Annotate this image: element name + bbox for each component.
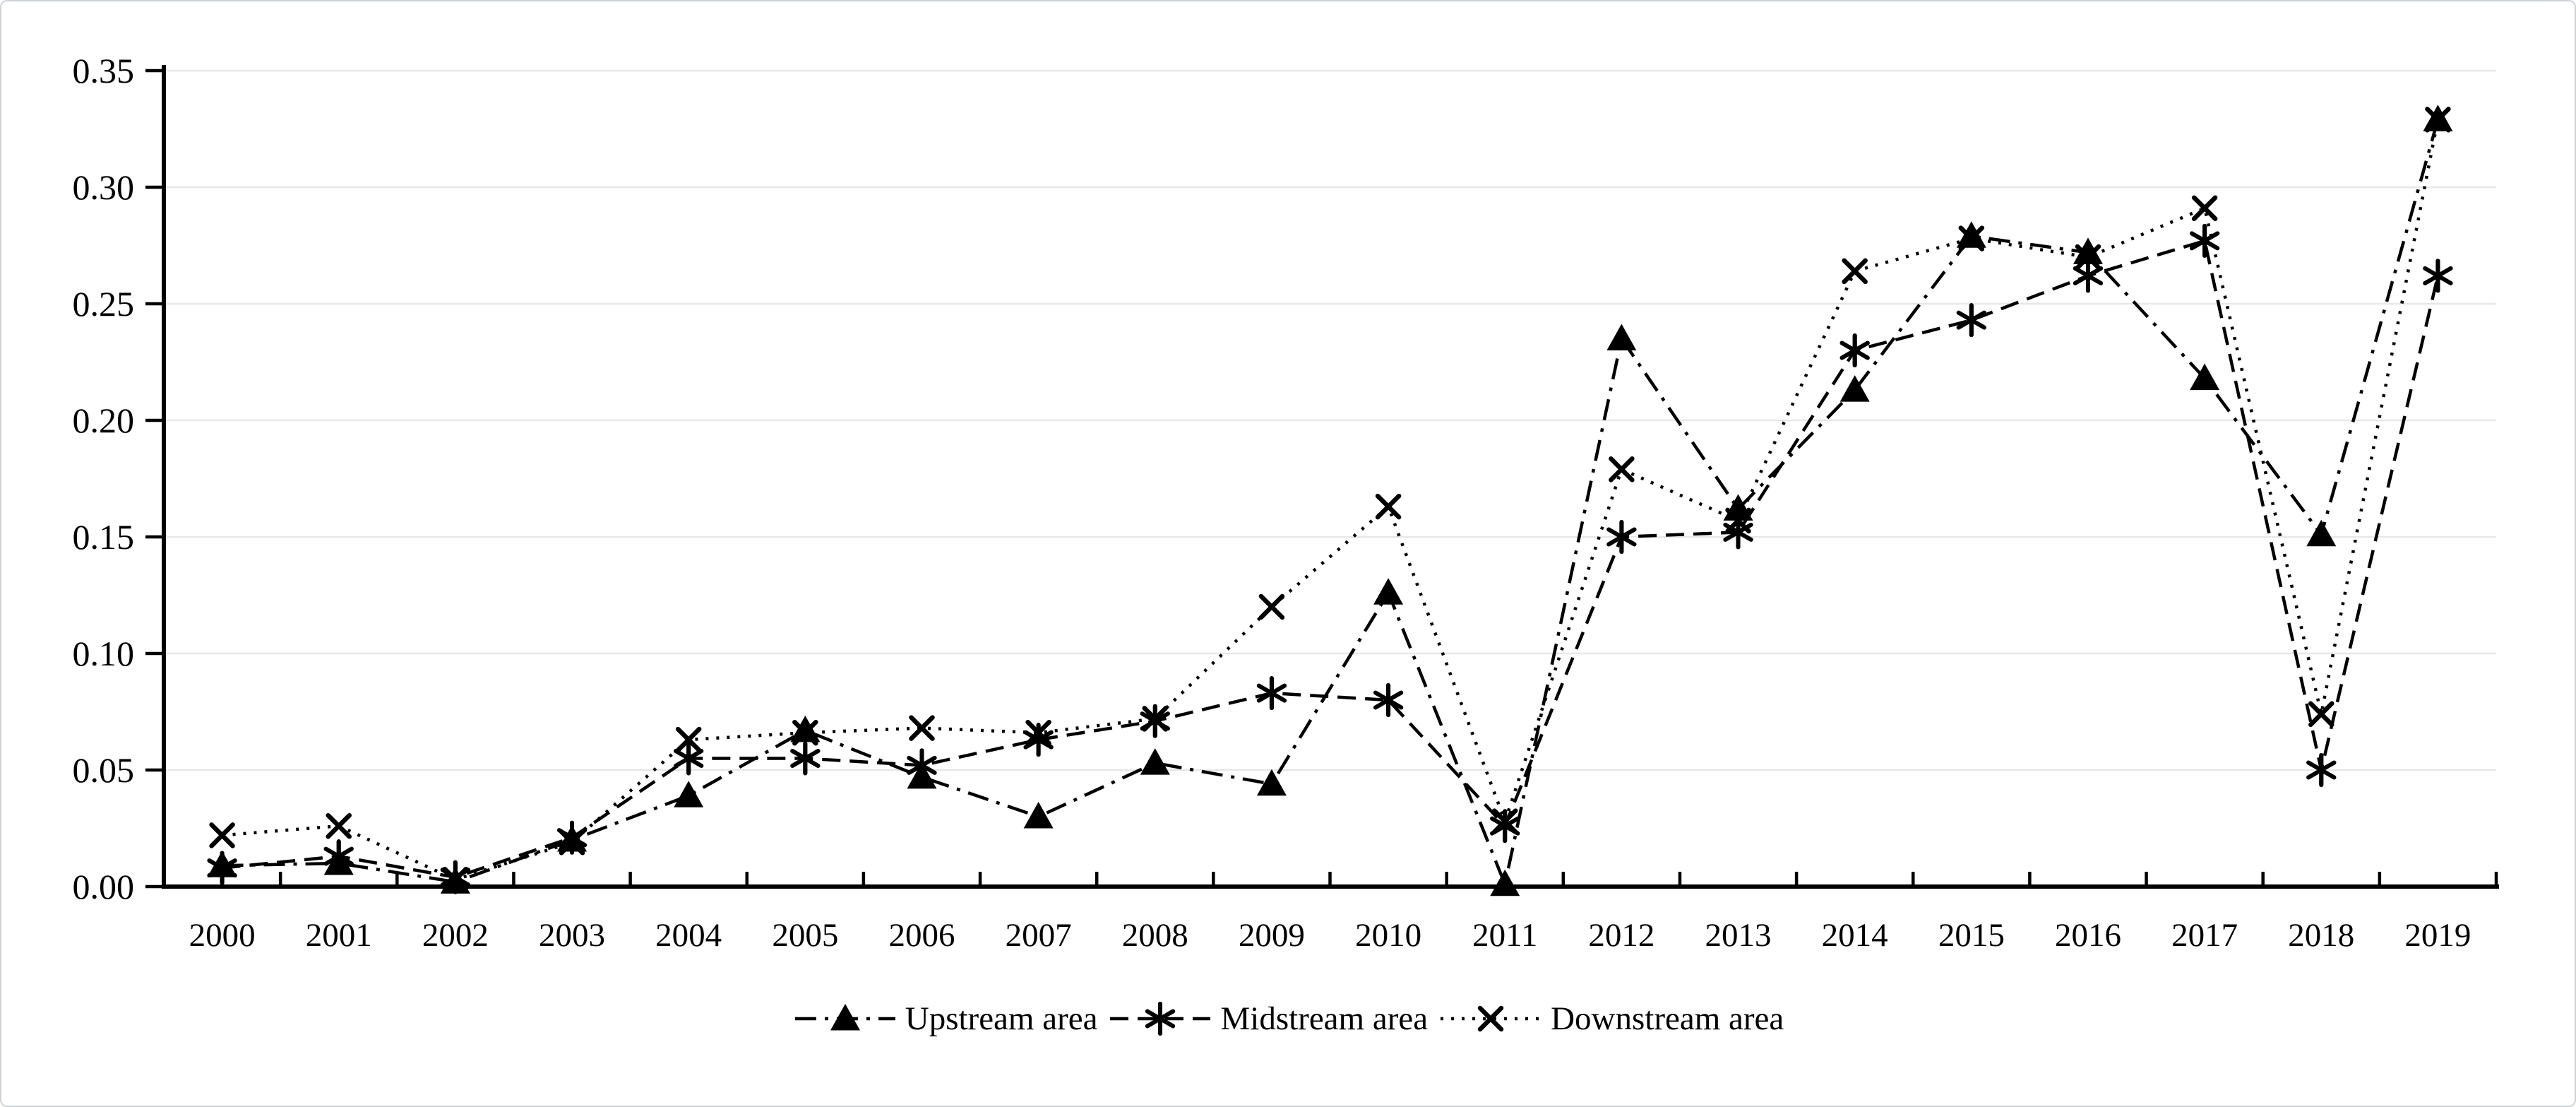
marker-triangle <box>1606 324 1637 350</box>
y-axis-label: 0.00 <box>73 867 135 906</box>
series-upstream-area <box>207 105 2453 896</box>
y-axis-label: 0.30 <box>73 167 135 207</box>
marker-x <box>2308 701 2334 728</box>
marker-x <box>1477 1005 1504 1032</box>
y-axis-label: 0.20 <box>73 401 135 440</box>
legend-swatch-upstream-area <box>794 1004 895 1031</box>
marker-triangle <box>2306 519 2337 547</box>
marker-triangle <box>557 825 588 852</box>
x-axis-label: 2004 <box>655 917 722 954</box>
legend-item-upstream-area: Upstream area <box>792 996 1098 1041</box>
x-axis-label: 2000 <box>189 917 256 954</box>
legend-item-downstream-area: Downstream area <box>1438 996 1784 1041</box>
marker-x <box>1258 593 1285 620</box>
marker-triangle <box>907 762 937 789</box>
x-axis-label: 2002 <box>422 917 489 954</box>
marker-triangle <box>207 851 237 877</box>
x-axis-label: 2006 <box>888 917 955 954</box>
marker-triangle <box>323 848 354 875</box>
x-axis-label: 2014 <box>1822 917 1888 954</box>
marker-x <box>675 726 702 753</box>
x-axis-label: 2003 <box>539 917 605 954</box>
legend-item-midstream-area: Midstream area <box>1107 996 1428 1041</box>
y-axis-label: 0.25 <box>73 284 135 324</box>
marker-triangle <box>2190 363 2220 391</box>
series-line-downstream-area <box>222 119 2440 882</box>
y-axis-label: 0.15 <box>73 517 135 557</box>
x-axis-label: 2017 <box>2171 917 2238 954</box>
marker-x <box>1375 493 1402 520</box>
marker-triangle <box>2423 105 2453 131</box>
axes: 0.00 0.05 0.10 0.15 0.20 0.25 0.30 0.35 2000 2001… <box>73 51 2499 954</box>
x-axis-label: 2018 <box>2288 917 2354 954</box>
marker-triangle <box>1256 769 1287 796</box>
x-axis-label: 2013 <box>1705 917 1772 954</box>
marker-triangle <box>440 867 470 894</box>
series-line-midstream-area <box>222 239 2440 880</box>
series-line-upstream-area <box>222 119 2440 890</box>
gridlines <box>164 69 2496 771</box>
x-axis-label: 2008 <box>1122 917 1188 954</box>
marker-triangle <box>790 715 821 742</box>
x-axis-label: 2019 <box>2404 917 2471 954</box>
x-axis-label: 2007 <box>1006 917 1072 954</box>
x-axis-label: 2011 <box>1472 917 1537 954</box>
marker-triangle <box>1373 578 1404 605</box>
legend-swatch-midstream-area <box>1110 1002 1211 1036</box>
x-axis-label: 2005 <box>772 917 838 954</box>
marker-x <box>1609 456 1635 483</box>
series-midstream-area <box>207 223 2453 894</box>
marker-x <box>2191 195 2218 221</box>
marker-x <box>909 715 935 741</box>
x-axis-label: 2010 <box>1355 917 1421 954</box>
marker-x <box>1842 258 1868 285</box>
legend-label: Downstream area <box>1551 1000 1784 1037</box>
marker-x <box>326 812 352 839</box>
x-axis-label: 2016 <box>2055 917 2121 954</box>
legend-swatch-downstream-area <box>1441 1005 1542 1032</box>
chart-legend: Upstream area Midstream area Downstream ar… <box>1 989 2575 1048</box>
marker-triangle <box>830 1004 860 1031</box>
marker-triangle <box>2073 237 2103 264</box>
legend-label: Upstream area <box>905 1000 1098 1037</box>
y-axis-label: 0.05 <box>73 750 135 790</box>
marker-triangle <box>1490 869 1520 896</box>
marker-triangle <box>1140 748 1170 775</box>
y-axis-label: 0.35 <box>73 51 135 90</box>
series-downstream-area <box>209 107 2451 893</box>
legend-label: Midstream area <box>1220 1000 1429 1037</box>
marker-triangle <box>1723 494 1753 521</box>
x-axis-label: 2012 <box>1588 917 1654 954</box>
x-axis-label: 2009 <box>1239 917 1305 954</box>
x-axis-label: 2001 <box>306 917 372 954</box>
marker-triangle <box>1839 375 1870 402</box>
marker-triangle <box>1023 802 1054 829</box>
marker-triangle <box>1956 221 1986 248</box>
marker-triangle <box>674 781 704 807</box>
y-axis-label: 0.10 <box>73 634 135 673</box>
marker-x <box>209 822 235 848</box>
x-axis-label: 2015 <box>1938 917 2005 954</box>
